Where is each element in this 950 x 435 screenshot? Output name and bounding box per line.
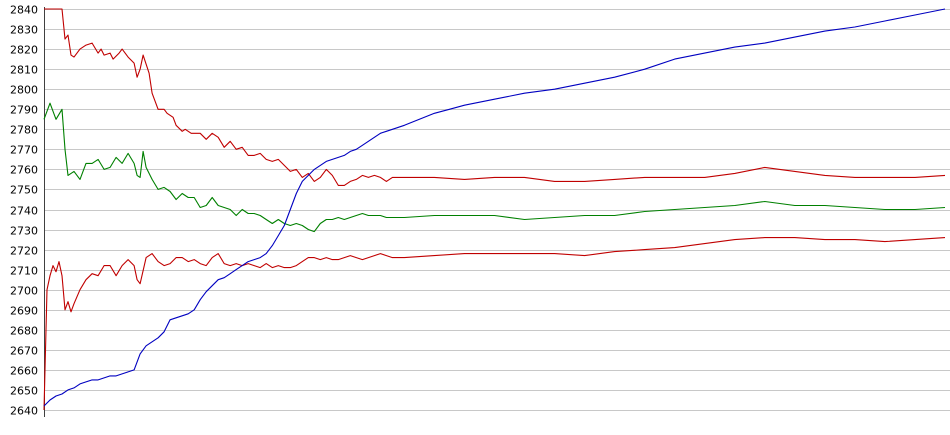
y-tick-label: 2710 xyxy=(10,265,38,278)
y-tick-label: 2750 xyxy=(10,184,38,197)
y-tick-label: 2660 xyxy=(10,365,38,378)
y-tick-label: 2780 xyxy=(10,124,38,137)
grid-lines xyxy=(44,9,950,411)
series-line-rising xyxy=(43,8,946,407)
y-tick-label: 2640 xyxy=(10,405,38,418)
y-tick-label: 2820 xyxy=(10,44,38,57)
y-tick-label: 2670 xyxy=(10,345,38,358)
y-tick-label: 2760 xyxy=(10,164,38,177)
y-tick-label: 2790 xyxy=(10,104,38,117)
series-lines xyxy=(43,8,946,411)
y-tick-label: 2720 xyxy=(10,245,38,258)
y-tick-label: 2740 xyxy=(10,205,38,218)
y-tick-label: 2830 xyxy=(10,24,38,37)
y-tick-label: 2680 xyxy=(10,325,38,338)
y-tick-label: 2840 xyxy=(10,4,38,17)
series-line-middle xyxy=(43,102,946,233)
y-tick-label: 2730 xyxy=(10,225,38,238)
series-line-lower-band xyxy=(43,237,946,411)
y-tick-label: 2690 xyxy=(10,305,38,318)
y-tick-label: 2650 xyxy=(10,385,38,398)
y-tick-label: 2770 xyxy=(10,144,38,157)
y-tick-label: 2700 xyxy=(10,285,38,298)
y-tick-label: 2800 xyxy=(10,84,38,97)
series-line-upper-band xyxy=(44,8,946,186)
y-tick-label: 2810 xyxy=(10,64,38,77)
y-axis-ticks: 2640 2650 2660 2670 2680 2690 2700 2710 2720 2730… xyxy=(10,4,38,418)
